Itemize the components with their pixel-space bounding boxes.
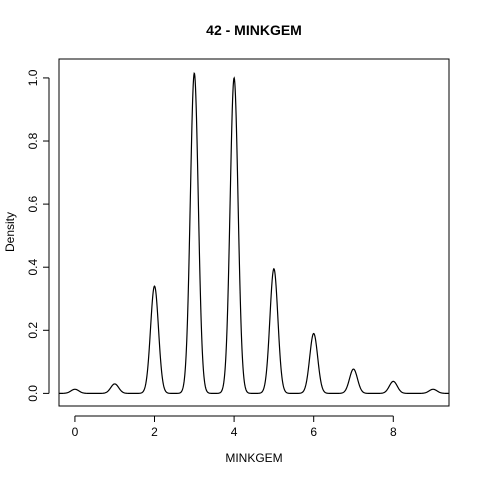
y-axis: 0.0 0.2 0.4 0.6 0.8 1.0 — [26, 69, 50, 402]
chart-title: 42 - MINKGEM — [206, 22, 302, 38]
x-tick-label: 4 — [231, 425, 238, 439]
y-tick-label: 0.2 — [26, 322, 40, 339]
y-tick-label: 0.0 — [26, 385, 40, 402]
y-axis-label: Density — [3, 212, 17, 252]
x-axis: 0 2 4 6 8 — [72, 415, 397, 439]
x-tick-label: 2 — [151, 425, 158, 439]
x-tick-label: 6 — [310, 425, 317, 439]
plot-frame — [58, 58, 450, 407]
x-axis-label: MINKGEM — [225, 451, 282, 465]
y-tick-label: 0.8 — [26, 132, 40, 149]
y-tick-label: 0.4 — [26, 259, 40, 276]
y-tick-label: 0.6 — [26, 195, 40, 212]
x-tick-label: 0 — [72, 425, 79, 439]
density-line — [59, 71, 449, 394]
y-tick-label: 1.0 — [26, 69, 40, 86]
x-tick-label: 8 — [390, 425, 397, 439]
